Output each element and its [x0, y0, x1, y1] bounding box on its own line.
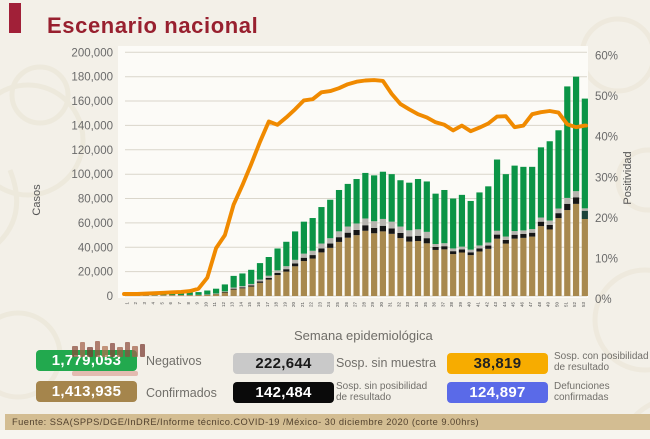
svg-text:Casos: Casos — [31, 184, 43, 216]
svg-text:5: 5 — [159, 302, 164, 305]
svg-text:40%: 40% — [595, 132, 618, 144]
svg-text:180,000: 180,000 — [71, 72, 113, 84]
svg-text:0: 0 — [107, 291, 113, 303]
svg-text:2: 2 — [133, 302, 138, 305]
svg-text:32: 32 — [397, 302, 402, 308]
svg-text:14: 14 — [238, 302, 243, 308]
svg-text:26: 26 — [344, 302, 349, 308]
svg-text:37: 37 — [440, 302, 445, 308]
svg-text:18: 18 — [274, 302, 279, 308]
svg-text:20%: 20% — [595, 213, 618, 225]
svg-text:40: 40 — [467, 302, 472, 308]
svg-text:120,000: 120,000 — [71, 145, 113, 157]
svg-text:1: 1 — [124, 302, 129, 305]
svg-text:100,000: 100,000 — [71, 169, 113, 181]
svg-text:52: 52 — [572, 302, 577, 308]
svg-text:25: 25 — [335, 302, 340, 308]
svg-text:30: 30 — [379, 302, 384, 308]
svg-text:19: 19 — [282, 302, 287, 308]
svg-text:53: 53 — [581, 302, 586, 308]
svg-text:40,000: 40,000 — [78, 242, 113, 254]
svg-text:28: 28 — [361, 302, 366, 308]
svg-text:60%: 60% — [595, 51, 618, 63]
svg-text:46: 46 — [519, 302, 524, 308]
svg-text:16: 16 — [256, 302, 261, 308]
svg-text:34: 34 — [414, 302, 419, 308]
svg-text:44: 44 — [502, 302, 507, 308]
svg-text:22: 22 — [309, 302, 314, 308]
svg-text:4: 4 — [151, 302, 156, 305]
svg-text:6: 6 — [168, 302, 173, 305]
svg-text:33: 33 — [405, 302, 410, 308]
svg-text:49: 49 — [546, 302, 551, 308]
svg-text:200,000: 200,000 — [71, 47, 113, 59]
svg-text:160,000: 160,000 — [71, 96, 113, 108]
svg-text:27: 27 — [353, 302, 358, 308]
svg-text:21: 21 — [300, 302, 305, 308]
svg-text:8: 8 — [186, 302, 191, 305]
svg-text:23: 23 — [317, 302, 322, 308]
svg-text:41: 41 — [476, 302, 481, 308]
svg-text:38: 38 — [449, 302, 454, 308]
svg-text:17: 17 — [265, 302, 270, 308]
svg-text:35: 35 — [423, 302, 428, 308]
svg-text:30%: 30% — [595, 172, 618, 184]
svg-text:43: 43 — [493, 302, 498, 308]
svg-text:80,000: 80,000 — [78, 194, 113, 206]
svg-text:0%: 0% — [595, 294, 612, 306]
svg-text:36: 36 — [432, 302, 437, 308]
svg-text:45: 45 — [511, 302, 516, 308]
svg-text:Positividad: Positividad — [622, 151, 634, 204]
svg-text:31: 31 — [388, 302, 393, 308]
svg-text:51: 51 — [563, 302, 568, 308]
svg-text:20: 20 — [291, 302, 296, 308]
svg-text:3: 3 — [142, 302, 147, 305]
svg-text:15: 15 — [247, 302, 252, 308]
svg-text:140,000: 140,000 — [71, 120, 113, 132]
svg-text:13: 13 — [230, 302, 235, 308]
svg-text:7: 7 — [177, 302, 182, 305]
svg-text:12: 12 — [221, 302, 226, 308]
svg-text:39: 39 — [458, 302, 463, 308]
svg-text:47: 47 — [528, 302, 533, 308]
svg-text:29: 29 — [370, 302, 375, 308]
svg-text:20,000: 20,000 — [78, 267, 113, 279]
svg-text:10: 10 — [203, 302, 208, 308]
svg-text:60,000: 60,000 — [78, 218, 113, 230]
svg-text:42: 42 — [484, 302, 489, 308]
svg-text:48: 48 — [537, 302, 542, 308]
svg-text:10%: 10% — [595, 253, 618, 265]
svg-text:24: 24 — [326, 302, 331, 308]
svg-text:50: 50 — [555, 302, 560, 308]
svg-text:9: 9 — [195, 302, 200, 305]
svg-text:11: 11 — [212, 302, 217, 307]
svg-text:50%: 50% — [595, 91, 618, 103]
